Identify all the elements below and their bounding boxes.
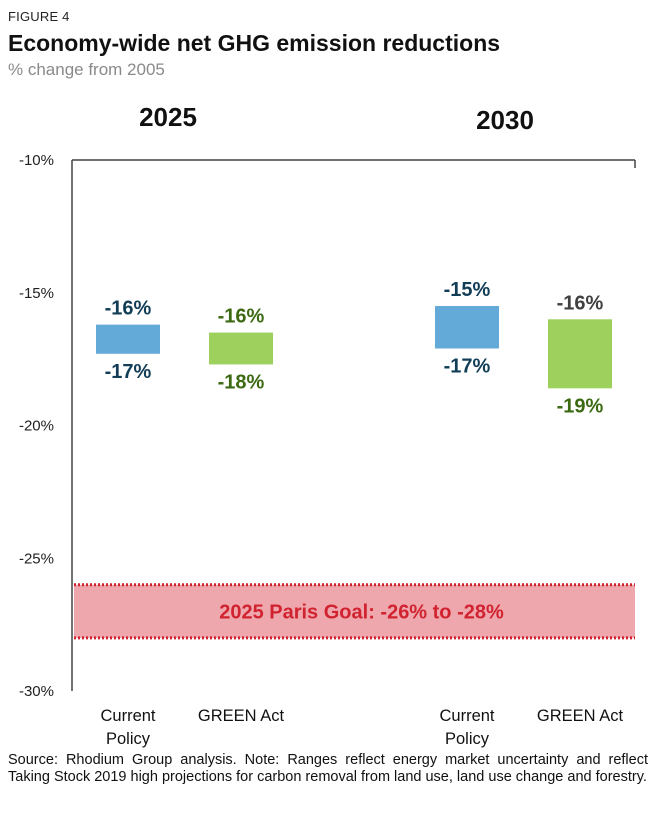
- bar-bottom-label: -19%: [557, 395, 604, 417]
- range-bar: [548, 319, 612, 389]
- bar-bottom-label: -17%: [105, 361, 152, 383]
- category-label: Policy: [106, 730, 151, 748]
- y-tick-label: -20%: [19, 418, 54, 435]
- category-label: GREEN Act: [198, 707, 285, 725]
- year-heading: 2030: [476, 105, 534, 135]
- y-tick-label: -25%: [19, 550, 54, 567]
- chart-title: Economy-wide net GHG emission reductions: [8, 30, 501, 56]
- y-tick-label: -30%: [19, 683, 54, 700]
- y-tick-label: -15%: [19, 285, 54, 302]
- figure-label: FIGURE 4: [8, 9, 70, 24]
- category-label: Policy: [445, 730, 490, 748]
- category-label: Current: [100, 707, 155, 725]
- bar-top-label: -15%: [444, 279, 491, 301]
- range-bar: [96, 324, 160, 354]
- goal-band: [74, 584, 635, 638]
- year-heading: 2025: [139, 102, 197, 132]
- goal-band-label: 2025 Paris Goal: -26% to -28%: [219, 601, 504, 623]
- bar-top-label: -16%: [218, 306, 265, 328]
- category-label: Current: [439, 707, 494, 725]
- range-bar: [435, 306, 499, 349]
- range-bar-chart: 2025 Paris Goal: -26% to -28% -10% -15% -20…: [19, 102, 636, 748]
- source-note: Source: Rhodium Group analysis. Note: Ra…: [8, 752, 648, 785]
- bar-top-label: -16%: [105, 298, 152, 320]
- range-bar: [209, 332, 273, 365]
- chart-subtitle: % change from 2005: [8, 60, 165, 79]
- bar-top-label: -16%: [557, 292, 604, 314]
- category-label: GREEN Act: [537, 707, 624, 725]
- y-tick-label: -10%: [19, 152, 54, 169]
- bar-bottom-label: -17%: [444, 356, 491, 378]
- bar-bottom-label: -18%: [218, 371, 265, 393]
